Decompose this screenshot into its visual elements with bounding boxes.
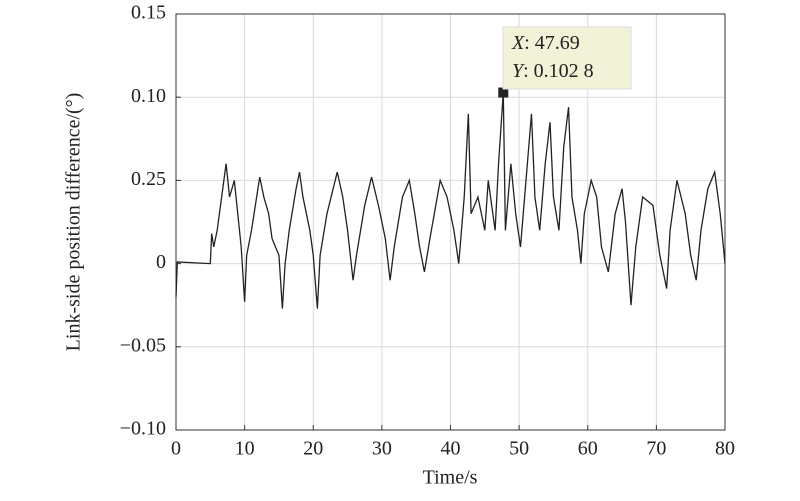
data-line: [175, 92, 726, 309]
x-tick-label: 0: [171, 438, 181, 460]
x-axis-label: Time/s: [423, 467, 478, 489]
y-tick-label: 0.25: [131, 168, 166, 190]
datatip-marker: [498, 87, 509, 98]
datatip-text: X: 47.69: [511, 32, 580, 54]
y-tick-label: −0.10: [120, 418, 166, 440]
datatip-value: : 47.69: [524, 32, 580, 54]
x-tick-label: 20: [303, 438, 323, 460]
plot-frame: [175, 13, 726, 431]
y-tick-label: 0.15: [131, 2, 166, 24]
datatip-text: Y: 0.102 8: [512, 60, 594, 82]
x-tick-label: 10: [235, 438, 255, 460]
y-tick-label: 0: [156, 251, 166, 273]
datatip-value: : 0.102 8: [523, 60, 594, 82]
x-tick-label: 40: [441, 438, 461, 460]
x-tick-label: 80: [715, 438, 735, 460]
x-tick-label: 30: [372, 438, 392, 460]
y-axis-label: Link-side position difference/(°): [63, 93, 85, 352]
x-tick-label: 50: [509, 438, 529, 460]
x-tick-label: 70: [646, 438, 666, 460]
x-tick-label: 60: [578, 438, 598, 460]
y-tick-label: −0.05: [120, 334, 166, 356]
datatip-name: Y: [512, 60, 525, 82]
datatip-name: X: [511, 32, 525, 54]
y-tick-label: 0.10: [131, 85, 166, 107]
datatip-box: [502, 26, 632, 90]
